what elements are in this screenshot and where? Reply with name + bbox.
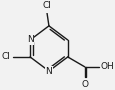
Text: O: O — [80, 80, 88, 89]
Text: Cl: Cl — [1, 52, 10, 61]
Text: Cl: Cl — [42, 1, 51, 10]
Text: OH: OH — [100, 62, 114, 71]
Text: N: N — [45, 67, 52, 76]
Text: N: N — [26, 35, 33, 44]
